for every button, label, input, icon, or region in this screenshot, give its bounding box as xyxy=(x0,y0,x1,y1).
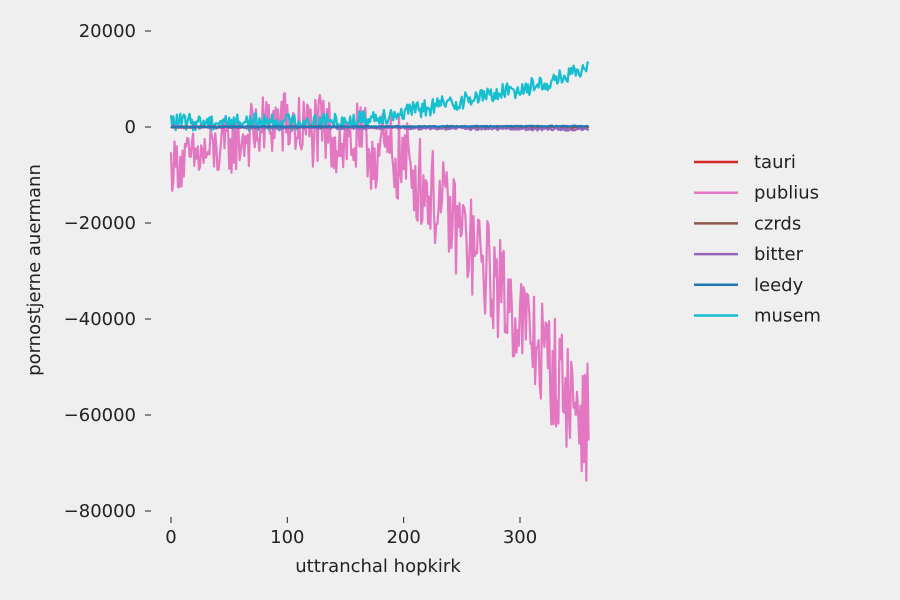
series-line-musem xyxy=(169,61,590,132)
y-tick-label: 20000 xyxy=(79,21,136,42)
y-tick-label: −60000 xyxy=(64,405,136,426)
y-axis-label: pornostjerne auermann xyxy=(24,164,45,376)
legend-label-tauri: tauri xyxy=(754,152,796,173)
x-axis-label: uttranchal hopkirk xyxy=(295,556,461,577)
legend-label-leedy: leedy xyxy=(754,275,804,296)
y-tick-label: −80000 xyxy=(64,501,136,522)
x-tick-label: 300 xyxy=(503,527,537,548)
x-tick-label: 0 xyxy=(165,527,176,548)
legend-label-publius: publius xyxy=(754,183,819,204)
legend: tauri publius czrds bitter leedy musem xyxy=(694,152,821,327)
legend-label-musem: musem xyxy=(754,306,821,327)
legend-label-bitter: bitter xyxy=(754,244,804,265)
x-tick-label: 100 xyxy=(270,527,304,548)
series-line-leedy xyxy=(170,124,589,129)
y-tick-label: 0 xyxy=(125,117,136,138)
x-tick-label: 200 xyxy=(386,527,420,548)
series-line-publius xyxy=(169,92,590,482)
legend-label-czrds: czrds xyxy=(754,213,801,234)
y-tick-label: −40000 xyxy=(64,309,136,330)
y-axis: 20000 0 −20000 −40000 −60000 −80000 xyxy=(64,21,151,522)
y-tick-label: −20000 xyxy=(64,213,136,234)
plot-lines xyxy=(169,61,590,482)
x-axis: 0 100 200 300 xyxy=(165,517,537,548)
